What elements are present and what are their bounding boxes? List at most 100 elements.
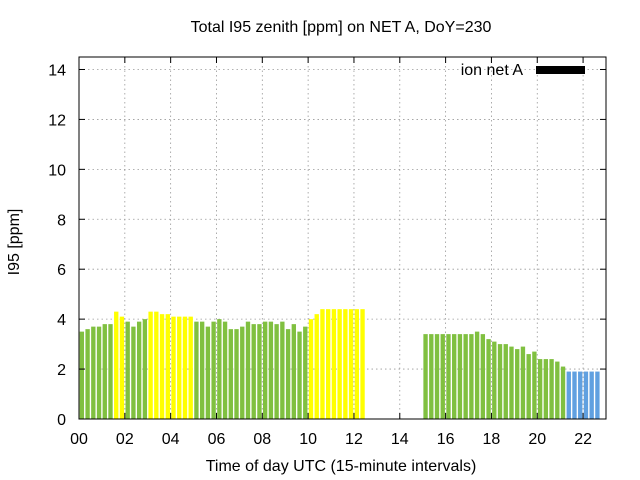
- bar: [492, 341, 497, 419]
- bar: [205, 326, 211, 419]
- bar: [589, 371, 594, 419]
- bar: [119, 316, 125, 419]
- chart-title: Total I95 zenith [ppm] on NET A, DoY=230: [191, 19, 492, 36]
- bar: [314, 314, 319, 419]
- bar: [171, 316, 176, 419]
- x-tick-label: 18: [483, 431, 501, 448]
- bar: [285, 329, 291, 419]
- y-tick-label: 10: [48, 162, 66, 179]
- bar: [177, 316, 182, 419]
- grid-lines: [79, 57, 606, 419]
- bar: [480, 334, 486, 419]
- bar: [446, 334, 451, 419]
- bar: [217, 319, 222, 419]
- bar: [578, 371, 583, 419]
- x-tick-label: 06: [208, 431, 226, 448]
- bar: [320, 309, 325, 419]
- bar: [555, 361, 560, 419]
- x-tick-label: 08: [253, 431, 271, 448]
- bar: [79, 331, 85, 419]
- y-tick-label: 4: [57, 312, 66, 329]
- plot-frame: [78, 56, 607, 420]
- bar: [194, 321, 199, 419]
- bar: [291, 324, 296, 419]
- bar: [463, 334, 468, 419]
- bar: [474, 331, 480, 419]
- x-tick-label: 02: [116, 431, 134, 448]
- bar: [354, 309, 359, 419]
- bar: [234, 329, 239, 419]
- bar: [91, 326, 96, 419]
- bar: [457, 334, 463, 419]
- bar: [154, 311, 159, 419]
- x-tick-label: 04: [162, 431, 180, 448]
- y-tick-label: 8: [57, 212, 66, 229]
- bar: [245, 321, 251, 419]
- bar: [222, 321, 228, 419]
- bar: [440, 334, 445, 419]
- y-tick-labels: 0 2 4 6 8 10 12 14: [48, 62, 66, 429]
- bar: [595, 371, 600, 419]
- bar: [165, 314, 170, 419]
- bar: [566, 371, 571, 419]
- bar: [108, 324, 113, 419]
- bar: [274, 324, 279, 419]
- bar: [251, 324, 256, 419]
- y-tick-label: 0: [57, 412, 66, 429]
- bar-series: [79, 309, 600, 419]
- bar: [102, 324, 107, 419]
- bar: [297, 331, 302, 419]
- bar: [434, 334, 440, 419]
- legend: ion net A: [461, 62, 585, 79]
- bar: [537, 359, 543, 419]
- bar: [337, 309, 342, 419]
- bar: [469, 334, 474, 419]
- bar: [326, 309, 331, 419]
- bar: [526, 354, 531, 419]
- legend-label: ion net A: [461, 62, 524, 79]
- bar: [308, 319, 314, 419]
- bar: [486, 339, 491, 419]
- x-tick-label: 12: [345, 431, 363, 448]
- bar: [240, 326, 245, 419]
- bar: [280, 321, 285, 419]
- bar: [348, 309, 354, 419]
- bar: [131, 326, 136, 419]
- bar: [125, 321, 130, 419]
- bar: [114, 311, 119, 419]
- y-tick-label: 14: [48, 62, 66, 79]
- bar: [331, 309, 337, 419]
- bar: [211, 321, 216, 419]
- bar: [532, 351, 537, 419]
- legend-swatch: [536, 66, 585, 74]
- bar: [452, 334, 457, 419]
- bar: [497, 344, 503, 419]
- bar: [343, 309, 348, 419]
- bar: [423, 334, 428, 419]
- bar: [188, 316, 193, 419]
- y-tick-label: 2: [57, 362, 66, 379]
- bar: [268, 321, 274, 419]
- bar: [136, 321, 142, 419]
- x-tick-label: 16: [437, 431, 455, 448]
- bar: [257, 324, 262, 419]
- x-tick-label: 20: [528, 431, 546, 448]
- bar: [199, 321, 205, 419]
- bar: [583, 371, 589, 419]
- bar: [303, 326, 308, 419]
- x-axis-label: Time of day UTC (15-minute intervals): [206, 458, 477, 475]
- bar: [509, 346, 514, 419]
- bar: [572, 371, 577, 419]
- y-tick-label: 12: [48, 112, 66, 129]
- bar: [560, 366, 566, 419]
- bar: [360, 309, 365, 419]
- bar: [515, 349, 520, 419]
- bar: [148, 311, 153, 419]
- bar: [85, 329, 90, 419]
- bar: [228, 329, 233, 419]
- bar: [549, 359, 554, 419]
- bar: [429, 334, 434, 419]
- x-tick-label: 22: [574, 431, 592, 448]
- x-tick-label: 14: [391, 431, 409, 448]
